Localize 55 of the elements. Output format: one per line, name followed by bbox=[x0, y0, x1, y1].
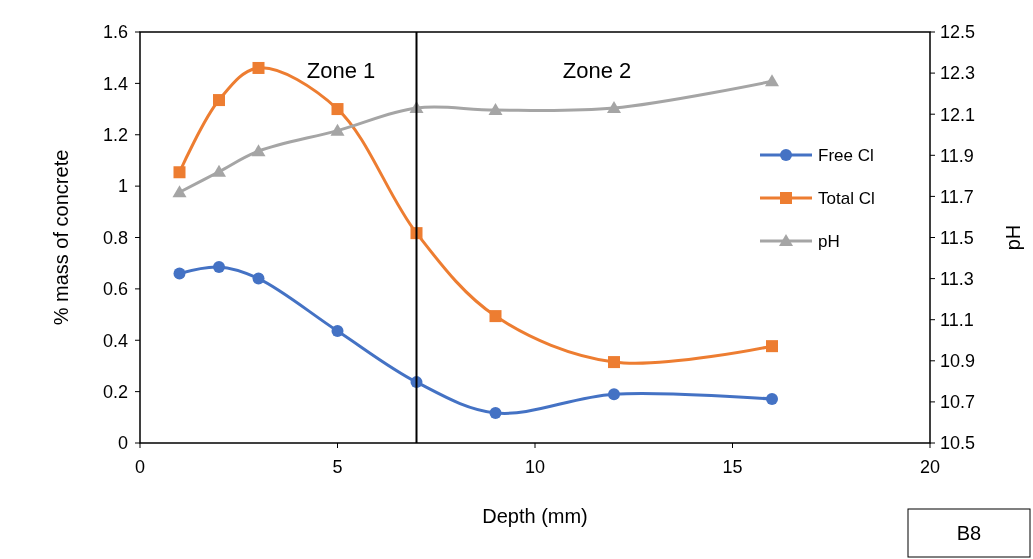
point bbox=[330, 123, 345, 136]
point bbox=[608, 356, 620, 369]
point bbox=[766, 340, 778, 353]
point bbox=[251, 144, 266, 157]
y-tick-label: 1 bbox=[117, 176, 128, 197]
legend-label: Free Cl bbox=[818, 145, 874, 165]
y2-tick-label: 11.7 bbox=[940, 186, 974, 207]
y-axis-title: % mass of concrete bbox=[50, 149, 72, 326]
y2-tick-label: 10.7 bbox=[940, 392, 976, 413]
y2-tick-label: 12.1 bbox=[940, 104, 976, 125]
y-tick-label: 1.4 bbox=[102, 73, 128, 94]
y2-tick-label: 11.3 bbox=[940, 268, 974, 289]
y2-tick-label: 12.5 bbox=[940, 22, 976, 43]
point bbox=[331, 103, 344, 116]
point bbox=[213, 94, 225, 107]
point bbox=[766, 393, 778, 406]
point bbox=[252, 61, 265, 74]
x-axis-title: Depth (mm) bbox=[482, 505, 588, 527]
x-tick-label: 5 bbox=[332, 457, 343, 477]
y2-tick-label: 10.9 bbox=[940, 351, 976, 372]
text: B8 bbox=[956, 522, 982, 544]
y2-tick-label: 11.9 bbox=[940, 145, 974, 166]
point bbox=[212, 164, 226, 177]
legend-label: Total Cl bbox=[818, 188, 875, 208]
point bbox=[252, 272, 265, 285]
y2-axis-title: pH bbox=[1002, 224, 1024, 251]
point bbox=[765, 74, 779, 87]
y-tick-label: 0.4 bbox=[102, 330, 128, 351]
x-tick-label: 20 bbox=[919, 457, 941, 477]
point bbox=[607, 101, 621, 114]
y2-tick-label: 11.1 bbox=[940, 310, 974, 330]
annotation: Zone 1 bbox=[306, 57, 376, 83]
annotation: Zone 2 bbox=[562, 57, 632, 83]
y-tick-label: 0.6 bbox=[102, 279, 128, 300]
point bbox=[489, 310, 502, 323]
y-tick-label: 1.6 bbox=[102, 22, 128, 43]
y2-tick-label: 11.5 bbox=[940, 227, 974, 248]
point bbox=[331, 325, 344, 337]
point bbox=[489, 406, 502, 419]
y-tick-label: 0 bbox=[117, 433, 128, 454]
y-tick-label: 0.2 bbox=[102, 381, 128, 402]
point bbox=[608, 388, 620, 401]
point bbox=[172, 185, 187, 198]
point bbox=[173, 267, 186, 280]
point bbox=[488, 103, 503, 116]
y2-tick-label: 10.5 bbox=[940, 433, 976, 454]
y2-tick-label: 12.3 bbox=[940, 63, 976, 84]
legend-label: pH bbox=[818, 231, 840, 251]
point bbox=[173, 166, 186, 179]
y-tick-label: 1.2 bbox=[102, 125, 128, 146]
x-tick-label: 0 bbox=[134, 457, 146, 477]
x-tick-label: 10 bbox=[524, 457, 546, 477]
x-tick-label: 15 bbox=[722, 457, 743, 477]
point bbox=[213, 261, 225, 274]
y-tick-label: 0.8 bbox=[102, 227, 128, 248]
